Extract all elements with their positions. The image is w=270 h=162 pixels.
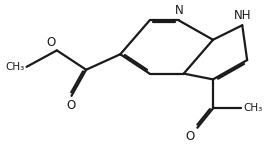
Text: NH: NH	[234, 9, 251, 22]
Text: CH₃: CH₃	[243, 103, 262, 113]
Text: O: O	[66, 99, 75, 112]
Text: CH₃: CH₃	[5, 62, 25, 72]
Text: N: N	[174, 4, 183, 17]
Text: O: O	[47, 36, 56, 49]
Text: O: O	[186, 130, 195, 143]
